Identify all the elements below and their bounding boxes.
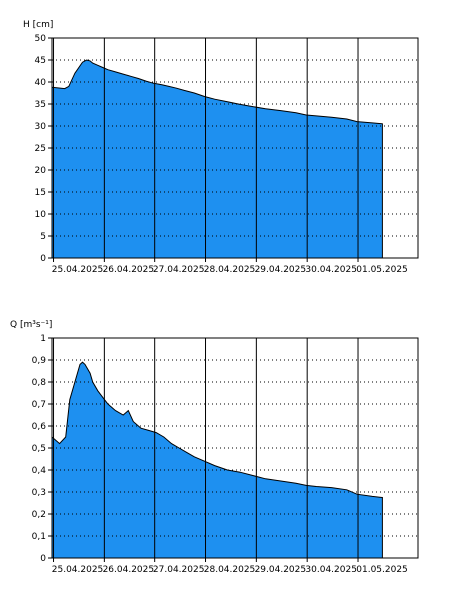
x-tick-label: 30.04.2025: [305, 565, 357, 575]
y-tick-label: 0: [40, 554, 46, 564]
y-tick-label: 5: [40, 232, 46, 242]
y-tick-label: 0,5: [32, 444, 46, 454]
y-tick-label: 0: [40, 254, 46, 264]
y-tick-label: 1: [40, 334, 46, 344]
x-tick-label: 28.04.2025: [204, 265, 256, 275]
x-tick-label: 26.04.2025: [103, 265, 155, 275]
plot-frame: [51, 337, 419, 559]
x-tick-label: 27.04.2025: [153, 265, 205, 275]
x-tick-label: 29.04.2025: [255, 565, 307, 575]
x-tick-label: 25.04.2025: [52, 265, 104, 275]
x-tick-label: 29.04.2025: [255, 265, 307, 275]
x-tick-label: 28.04.2025: [204, 565, 256, 575]
y-tick-label: 0,6: [32, 422, 47, 432]
y-tick-label: 0,8: [32, 378, 47, 388]
chart-1: H [cm] 0 5 10 15 20 25 30 35 40 45 50 25.04.2025 26.0…: [23, 20, 419, 275]
x-tick-label: 27.04.2025: [153, 565, 205, 575]
series-area: [52, 362, 383, 558]
y-tick-label: 35: [35, 100, 46, 110]
y-tick-label: 0,3: [32, 488, 46, 498]
y-axis-label: Q [m³s⁻¹]: [10, 320, 52, 330]
y-tick-label: 0,9: [32, 356, 47, 366]
y-tick-label: 30: [35, 122, 47, 132]
y-tick-label: 45: [35, 56, 46, 66]
x-tick-label: 01.05.2025: [356, 265, 408, 275]
chart-2: Q [m³s⁻¹] 0 0,1 0,2 0,3 0,4 0,5 0,6 0,7 0,8 0,9 1 25…: [10, 320, 419, 575]
plot-frame: [51, 37, 419, 259]
y-tick-label: 50: [35, 34, 47, 44]
y-tick-label: 0,7: [32, 400, 46, 410]
y-tick-label: 10: [35, 210, 47, 220]
y-tick-label: 40: [35, 78, 47, 88]
x-tick-label: 25.04.2025: [52, 565, 104, 575]
y-tick-label: 20: [35, 166, 47, 176]
y-tick-label: 25: [35, 144, 46, 154]
x-tick-label: 01.05.2025: [356, 565, 408, 575]
x-tick-label: 30.04.2025: [305, 265, 357, 275]
y-axis-label: H [cm]: [23, 20, 53, 30]
series-area: [52, 60, 383, 258]
y-tick-label: 0,4: [32, 466, 47, 476]
series-line: [51, 59, 383, 258]
x-tick-label: 26.04.2025: [103, 565, 155, 575]
y-tick-label: 0,2: [32, 510, 46, 520]
series-line: [51, 361, 383, 558]
y-tick-label: 0,1: [32, 532, 46, 542]
y-tick-label: 15: [35, 188, 46, 198]
